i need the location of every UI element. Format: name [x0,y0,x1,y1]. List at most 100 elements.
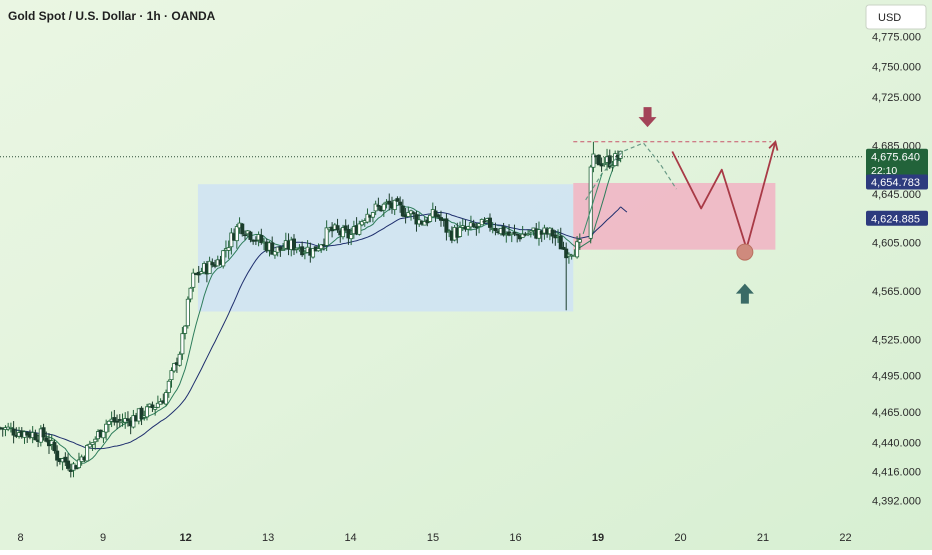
candle[interactable] [550,227,555,244]
candle[interactable] [191,268,196,292]
up-arrow-icon[interactable] [735,283,754,304]
candle[interactable] [561,241,566,250]
candle[interactable] [575,236,580,259]
candle[interactable] [349,227,354,246]
candle[interactable] [272,251,277,259]
candle[interactable] [493,222,498,236]
candle[interactable] [210,258,215,268]
candle[interactable] [370,211,375,223]
candle[interactable] [602,157,607,167]
candle[interactable] [90,442,95,451]
candle[interactable] [428,213,433,223]
candle[interactable] [422,216,427,226]
candle[interactable] [101,431,106,443]
candle[interactable] [300,241,305,257]
candle[interactable] [242,230,247,240]
candle[interactable] [55,445,60,467]
candle[interactable] [278,246,283,257]
candle[interactable] [253,236,258,246]
candle[interactable] [610,160,615,172]
candle[interactable] [234,223,239,249]
candle[interactable] [316,243,321,252]
candle[interactable] [169,367,174,388]
current-price-tag[interactable] [866,148,928,179]
candle[interactable] [343,219,348,232]
candle[interactable] [433,206,438,222]
candle[interactable] [487,213,492,232]
candle[interactable] [33,429,38,441]
candle[interactable] [164,389,169,406]
candle[interactable] [188,287,193,303]
candle[interactable] [291,234,296,255]
candle[interactable] [395,196,400,202]
candle[interactable] [125,411,130,427]
candle[interactable] [381,202,386,217]
candle[interactable] [324,220,329,252]
candle[interactable] [357,220,362,236]
candle[interactable] [66,453,71,471]
candle[interactable] [104,419,109,440]
candle[interactable] [340,224,345,240]
target-circle-marker[interactable] [736,243,754,261]
candle[interactable] [221,249,226,269]
candle[interactable] [41,423,46,441]
candle[interactable] [87,440,92,448]
candle[interactable] [458,221,463,238]
candle[interactable] [177,351,182,367]
candle[interactable] [311,248,316,259]
candle[interactable] [406,206,411,218]
candle[interactable] [240,222,245,237]
candle[interactable] [520,225,525,238]
candle[interactable] [515,233,520,243]
currency-button[interactable]: USD [865,4,927,30]
candle[interactable] [44,431,49,443]
candle[interactable] [596,154,601,166]
candle[interactable] [509,232,514,243]
candle[interactable] [591,141,596,173]
candle[interactable] [501,222,506,237]
candle[interactable] [150,401,155,412]
candle[interactable] [577,233,582,250]
candle[interactable] [365,208,370,224]
candle[interactable] [474,222,479,236]
candle[interactable] [438,210,443,227]
candle[interactable] [76,452,81,469]
candle[interactable] [564,242,569,311]
target-zone-box[interactable] [573,182,776,250]
candle[interactable] [226,240,231,259]
candle[interactable] [281,242,286,251]
candle[interactable] [52,439,57,454]
candle[interactable] [392,199,397,216]
candle[interactable] [112,409,117,426]
candle[interactable] [558,227,563,250]
candle[interactable] [482,217,487,224]
candle[interactable] [207,256,212,275]
candle[interactable] [512,224,517,237]
candle[interactable] [172,362,177,373]
candle[interactable] [398,196,403,213]
candle[interactable] [471,219,476,228]
candle[interactable] [115,414,120,430]
candle[interactable] [248,230,253,243]
candle[interactable] [144,403,149,421]
candle[interactable] [106,420,111,433]
projection-curve[interactable] [585,142,677,201]
candle[interactable] [373,200,378,216]
candle[interactable] [360,219,365,227]
candle[interactable] [335,218,340,233]
candle[interactable] [153,406,158,416]
candle[interactable] [411,210,416,220]
candle[interactable] [185,296,190,329]
candle[interactable] [85,444,90,462]
candle[interactable] [199,267,204,275]
candle[interactable] [259,228,264,245]
candle[interactable] [139,406,144,426]
candle[interactable] [588,164,593,244]
candle[interactable] [166,379,171,398]
candle[interactable] [183,325,188,340]
candle[interactable] [466,225,471,236]
projected-path-line[interactable] [671,141,777,250]
candle[interactable] [11,421,16,444]
down-arrow-icon[interactable] [638,107,657,128]
candle[interactable] [414,210,419,232]
